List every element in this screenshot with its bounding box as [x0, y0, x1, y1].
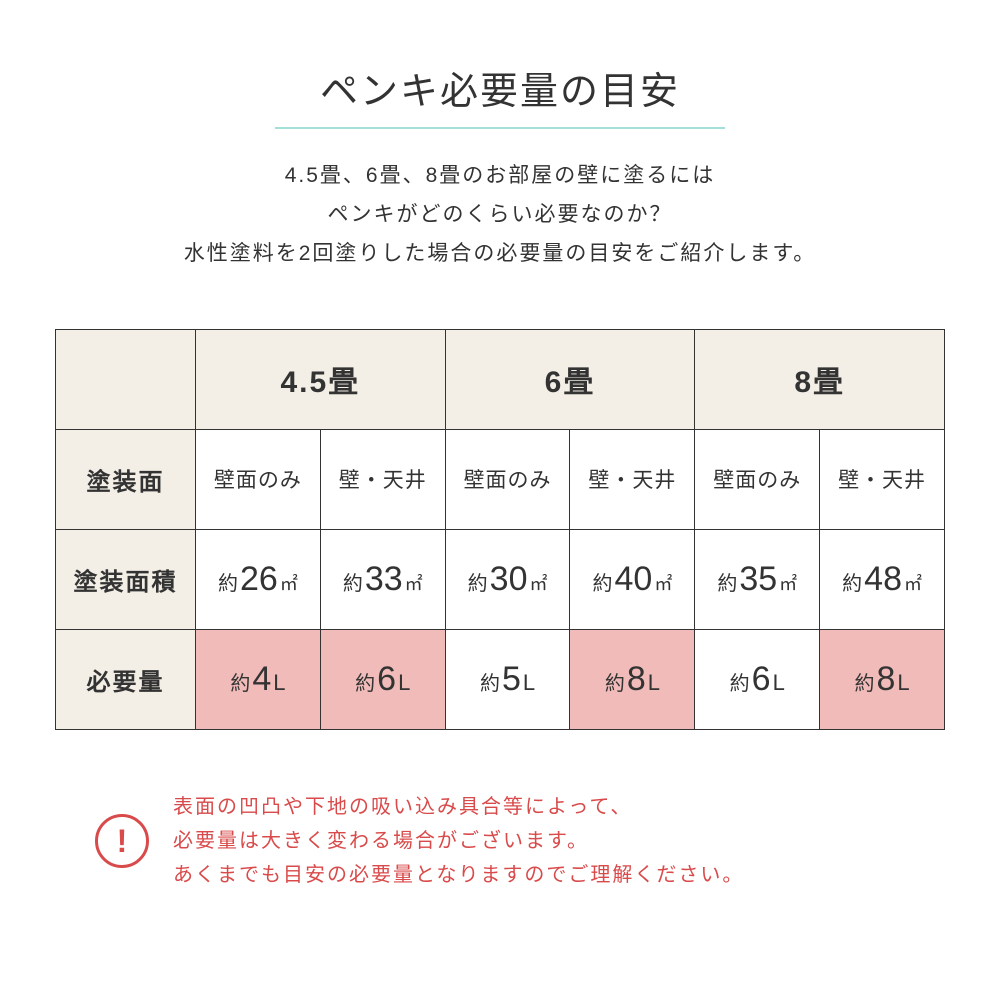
area-cell: 約26㎡	[196, 529, 321, 629]
surface-cell: 壁面のみ	[196, 429, 321, 529]
area-cell: 約35㎡	[695, 529, 820, 629]
surface-cell: 壁面のみ	[445, 429, 570, 529]
amount-cell: 約5L	[445, 629, 570, 729]
row-header-area: 塗装面積	[56, 529, 196, 629]
col-header: 4.5畳	[196, 329, 446, 429]
amount-cell: 約4L	[196, 629, 321, 729]
notice-text: 表面の凹凸や下地の吸い込み具合等によって、 必要量は大きく変わる場合がございます…	[173, 790, 744, 892]
row-header-surface: 塗装面	[56, 429, 196, 529]
notice-line: あくまでも目安の必要量となりますのでご理解ください。	[173, 864, 744, 886]
area-cell: 約48㎡	[820, 529, 945, 629]
col-header: 6畳	[445, 329, 695, 429]
notice: ! 表面の凹凸や下地の吸い込み具合等によって、 必要量は大きく変わる場合がござい…	[55, 790, 945, 892]
area-cell: 約33㎡	[320, 529, 445, 629]
area-cell: 約30㎡	[445, 529, 570, 629]
amount-cell: 約6L	[695, 629, 820, 729]
surface-cell: 壁・天井	[320, 429, 445, 529]
col-header: 8畳	[695, 329, 945, 429]
amount-cell: 約8L	[570, 629, 695, 729]
surface-cell: 壁・天井	[820, 429, 945, 529]
desc-line: 水性塗料を2回塗りした場合の必要量の目安をご紹介します。	[184, 242, 817, 265]
description: 4.5畳、6畳、8畳のお部屋の壁に塗るには ペンキがどのくらい必要なのか？ 水性…	[55, 157, 945, 274]
surface-cell: 壁・天井	[570, 429, 695, 529]
desc-line: 4.5畳、6畳、8畳のお部屋の壁に塗るには	[285, 164, 716, 187]
page-title: ペンキ必要量の目安	[55, 60, 945, 129]
amount-cell: 約8L	[820, 629, 945, 729]
surface-cell: 壁面のみ	[695, 429, 820, 529]
notice-line: 必要量は大きく変わる場合がございます。	[173, 830, 589, 852]
notice-line: 表面の凹凸や下地の吸い込み具合等によって、	[173, 796, 632, 818]
amount-cell: 約6L	[320, 629, 445, 729]
paint-table: 4.5畳 6畳 8畳 塗装面 壁面のみ 壁・天井 壁面のみ 壁・天井 壁面のみ …	[55, 329, 945, 730]
corner-cell	[56, 329, 196, 429]
desc-line: ペンキがどのくらい必要なのか？	[328, 203, 673, 226]
warning-icon: !	[95, 814, 149, 868]
area-cell: 約40㎡	[570, 529, 695, 629]
row-header-amount: 必要量	[56, 629, 196, 729]
